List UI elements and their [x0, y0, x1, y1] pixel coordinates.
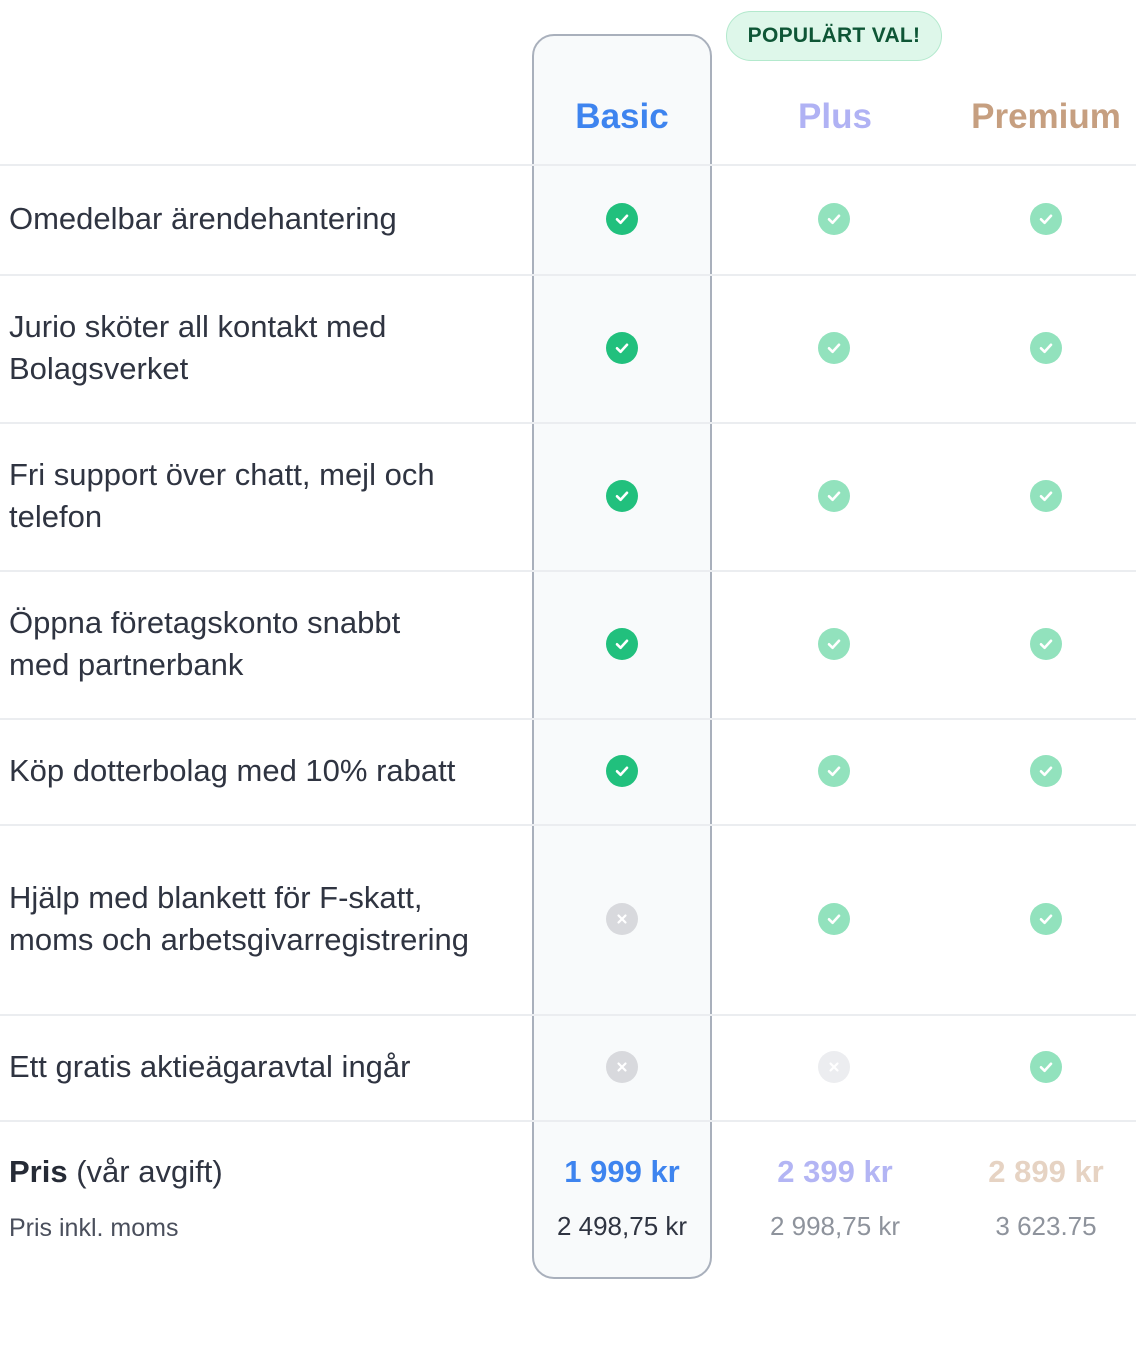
feature-label: Hjälp med blankett för F-skatt, moms och… — [9, 880, 470, 957]
feature-label: Ett gratis aktieägaravtal ingår — [9, 1049, 411, 1084]
check-circle-icon — [818, 628, 850, 660]
price-label-bold: Pris — [9, 1154, 68, 1189]
check-circle-icon — [818, 480, 850, 512]
check-circle-icon — [606, 628, 638, 660]
plan-name-plus: Plus — [798, 97, 872, 136]
check-circle-icon — [606, 332, 638, 364]
plan-name-premium: Premium — [971, 97, 1121, 136]
row-divider — [0, 570, 1136, 572]
price-incl-vat-label: Pris inkl. moms — [9, 1214, 179, 1242]
row-divider — [0, 1014, 1136, 1016]
check-circle-icon — [818, 903, 850, 935]
feature-label: Fri support över chatt, mejl och telefon — [9, 457, 435, 534]
row-divider — [0, 164, 1136, 166]
feature-label: Öppna företagskonto snabbt med partnerba… — [9, 605, 401, 682]
check-circle-icon — [606, 480, 638, 512]
feature-label: Omedelbar ärendehantering — [9, 201, 397, 236]
check-circle-icon — [1030, 1051, 1062, 1083]
feature-label: Köp dotterbolag med 10% rabatt — [9, 753, 456, 788]
price-label-rest: (vår avgift) — [67, 1154, 223, 1189]
row-divider — [0, 422, 1136, 424]
feature-label: Jurio sköter all kontakt med Bolagsverke… — [9, 309, 387, 386]
check-circle-icon — [1030, 903, 1062, 935]
check-circle-icon — [818, 755, 850, 787]
x-circle-icon — [606, 1051, 638, 1083]
price-incl-premium: 3 623.75 — [995, 1210, 1097, 1241]
price-plus: 2 399 kr — [777, 1154, 893, 1189]
check-circle-icon — [1030, 480, 1062, 512]
popular-badge: POPULÄRT VAL! — [726, 11, 942, 61]
price-basic: 1 999 kr — [564, 1154, 680, 1189]
row-divider — [0, 274, 1136, 276]
row-divider — [0, 718, 1136, 720]
price-incl-plus: 2 998,75 kr — [769, 1210, 901, 1241]
x-circle-icon — [818, 1051, 850, 1083]
check-circle-icon — [1030, 332, 1062, 364]
x-circle-icon — [606, 903, 638, 935]
check-circle-icon — [1030, 755, 1062, 787]
row-divider — [0, 824, 1136, 826]
check-circle-icon — [1030, 628, 1062, 660]
price-label: Pris (vår avgift) — [9, 1150, 223, 1194]
check-circle-icon — [818, 332, 850, 364]
price-incl-basic: 2 498,75 kr — [556, 1210, 688, 1241]
price-premium: 2 899 kr — [988, 1154, 1104, 1189]
row-divider — [0, 1120, 1136, 1122]
check-circle-icon — [606, 203, 638, 235]
check-circle-icon — [606, 755, 638, 787]
check-circle-icon — [818, 203, 850, 235]
check-circle-icon — [1030, 203, 1062, 235]
plan-name-basic: Basic — [575, 97, 669, 136]
